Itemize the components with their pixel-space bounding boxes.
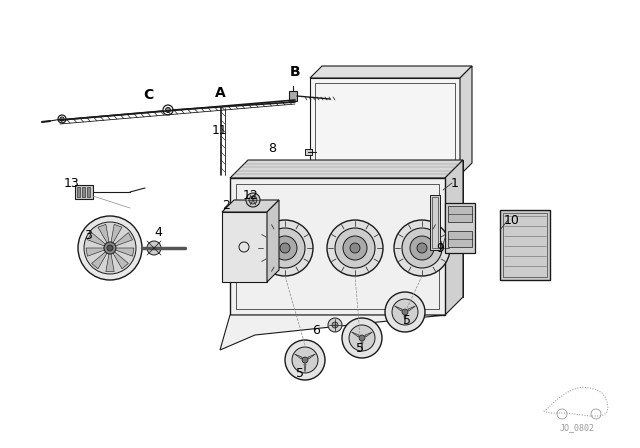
Text: 9: 9 xyxy=(436,241,444,254)
Text: 12: 12 xyxy=(243,189,259,202)
Text: 8: 8 xyxy=(268,142,276,155)
Polygon shape xyxy=(460,66,472,175)
Bar xyxy=(500,210,550,280)
Polygon shape xyxy=(304,364,306,372)
Circle shape xyxy=(84,222,136,274)
Bar xyxy=(503,213,547,277)
Circle shape xyxy=(385,292,425,332)
Bar xyxy=(87,187,90,197)
Circle shape xyxy=(402,228,442,268)
Polygon shape xyxy=(305,149,312,155)
Text: JO_0802: JO_0802 xyxy=(560,423,595,432)
Bar xyxy=(448,206,472,222)
Circle shape xyxy=(359,335,365,341)
Circle shape xyxy=(280,243,290,253)
Circle shape xyxy=(417,243,427,253)
Text: 3: 3 xyxy=(84,228,92,241)
Circle shape xyxy=(78,216,142,280)
Polygon shape xyxy=(230,178,445,315)
Bar xyxy=(448,231,472,247)
Circle shape xyxy=(328,318,342,332)
Text: B: B xyxy=(290,65,300,79)
Polygon shape xyxy=(115,248,134,256)
Circle shape xyxy=(327,220,383,276)
Text: 1: 1 xyxy=(451,177,459,190)
Circle shape xyxy=(402,309,408,315)
Circle shape xyxy=(342,318,382,358)
Circle shape xyxy=(292,347,318,373)
Circle shape xyxy=(349,325,375,351)
Bar xyxy=(445,203,475,253)
Polygon shape xyxy=(294,354,302,359)
Polygon shape xyxy=(86,248,106,256)
Polygon shape xyxy=(267,200,279,282)
Polygon shape xyxy=(395,306,402,311)
Circle shape xyxy=(332,322,338,328)
Polygon shape xyxy=(230,160,463,178)
Circle shape xyxy=(265,228,305,268)
Circle shape xyxy=(107,245,113,251)
Text: 5: 5 xyxy=(403,314,411,327)
Polygon shape xyxy=(106,253,114,271)
Bar xyxy=(77,187,80,197)
Circle shape xyxy=(343,236,367,260)
Text: 5: 5 xyxy=(296,366,304,379)
Polygon shape xyxy=(113,251,129,269)
Text: 10: 10 xyxy=(504,214,520,227)
Polygon shape xyxy=(445,160,463,315)
Polygon shape xyxy=(308,354,316,359)
Circle shape xyxy=(394,220,450,276)
Circle shape xyxy=(246,193,260,207)
Polygon shape xyxy=(289,91,297,101)
Polygon shape xyxy=(310,66,472,78)
Circle shape xyxy=(302,357,308,363)
Text: A: A xyxy=(214,86,225,100)
Circle shape xyxy=(166,108,170,112)
Circle shape xyxy=(147,241,161,255)
Polygon shape xyxy=(92,251,108,269)
Polygon shape xyxy=(310,78,460,175)
Text: 5: 5 xyxy=(356,341,364,354)
Polygon shape xyxy=(111,224,122,244)
Circle shape xyxy=(60,117,64,121)
Circle shape xyxy=(257,220,313,276)
Bar xyxy=(82,187,85,197)
Polygon shape xyxy=(351,332,359,337)
Polygon shape xyxy=(361,342,363,350)
Bar xyxy=(430,195,440,250)
Polygon shape xyxy=(365,332,372,337)
Circle shape xyxy=(392,299,418,325)
Polygon shape xyxy=(222,200,279,212)
Bar xyxy=(75,185,93,199)
Circle shape xyxy=(249,196,257,204)
Polygon shape xyxy=(114,233,132,246)
Text: 6: 6 xyxy=(312,323,320,336)
Circle shape xyxy=(273,236,297,260)
Circle shape xyxy=(285,340,325,380)
Circle shape xyxy=(335,228,375,268)
Text: 13: 13 xyxy=(64,177,80,190)
Bar xyxy=(432,197,438,248)
Circle shape xyxy=(104,242,116,254)
Text: 2: 2 xyxy=(222,198,230,211)
Text: 4: 4 xyxy=(154,225,162,238)
Circle shape xyxy=(410,236,434,260)
Polygon shape xyxy=(404,316,406,324)
Text: 11: 11 xyxy=(212,124,228,137)
Polygon shape xyxy=(220,315,445,350)
Circle shape xyxy=(350,243,360,253)
Polygon shape xyxy=(248,160,463,297)
Polygon shape xyxy=(222,212,267,282)
Polygon shape xyxy=(88,233,106,246)
Bar xyxy=(315,83,455,170)
Polygon shape xyxy=(408,306,415,311)
Text: C: C xyxy=(143,88,153,102)
Polygon shape xyxy=(98,224,109,244)
